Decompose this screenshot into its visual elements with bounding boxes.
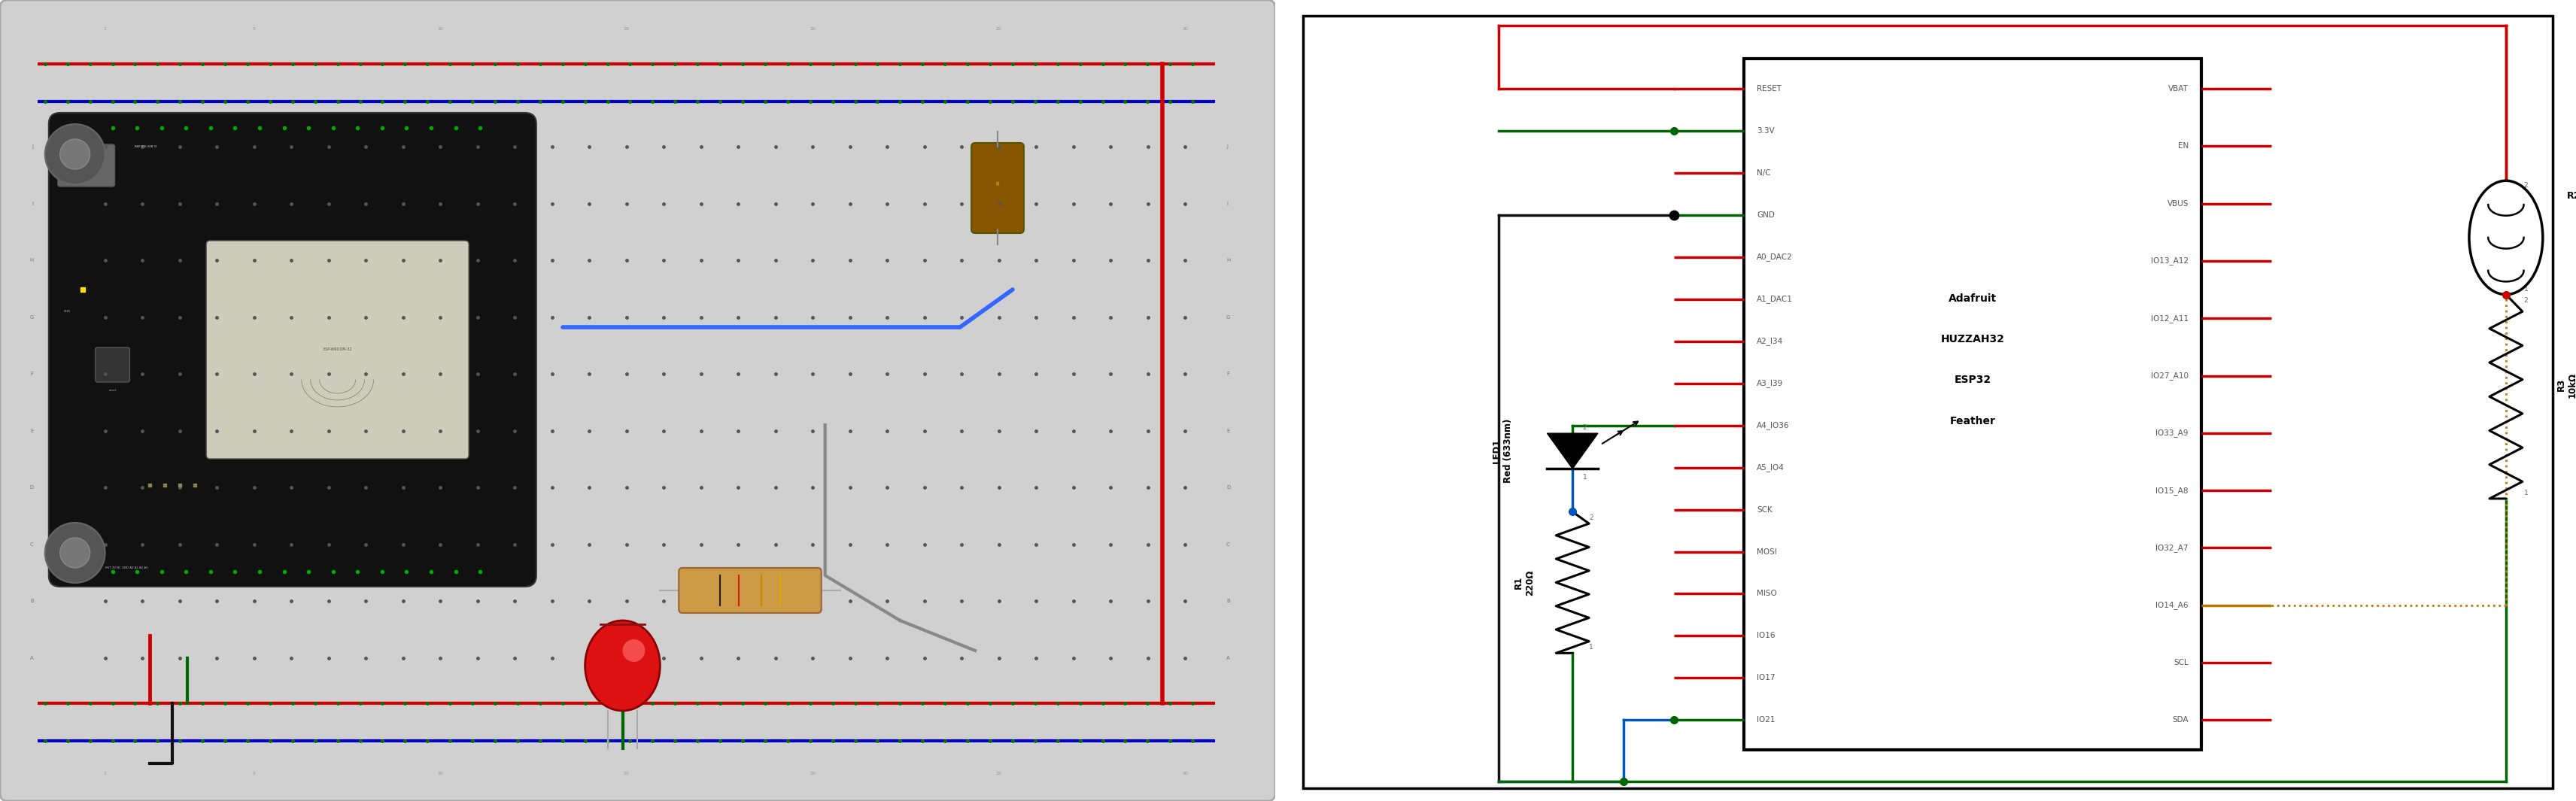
Text: 1: 1 bbox=[1582, 473, 1587, 481]
Text: IO17: IO17 bbox=[1757, 674, 1775, 682]
FancyBboxPatch shape bbox=[95, 348, 129, 382]
FancyBboxPatch shape bbox=[206, 240, 469, 459]
Text: SCL: SCL bbox=[2174, 659, 2190, 666]
Text: A0_DAC2: A0_DAC2 bbox=[1757, 253, 1793, 261]
Text: N/C: N/C bbox=[1757, 169, 1770, 177]
Text: A3_I39: A3_I39 bbox=[1757, 380, 1783, 388]
Text: Feather: Feather bbox=[1950, 416, 1996, 426]
FancyBboxPatch shape bbox=[971, 143, 1023, 233]
Text: 1: 1 bbox=[2524, 489, 2527, 496]
Text: A1_DAC1: A1_DAC1 bbox=[1757, 295, 1793, 304]
Text: F: F bbox=[31, 372, 33, 376]
Ellipse shape bbox=[2470, 181, 2543, 295]
Text: G: G bbox=[1226, 315, 1231, 320]
Text: IO16: IO16 bbox=[1757, 632, 1775, 639]
Circle shape bbox=[44, 124, 106, 184]
Text: 15: 15 bbox=[623, 27, 629, 30]
Text: 20: 20 bbox=[809, 27, 817, 30]
Text: 30: 30 bbox=[1182, 27, 1188, 30]
Text: IO12_A11: IO12_A11 bbox=[2151, 314, 2190, 323]
Text: RESET: RESET bbox=[1757, 85, 1783, 93]
Text: IO21: IO21 bbox=[1757, 716, 1775, 724]
Text: A5_IO4: A5_IO4 bbox=[1757, 464, 1785, 472]
Text: F: F bbox=[1226, 372, 1229, 376]
Circle shape bbox=[59, 139, 90, 169]
Text: ESP32: ESP32 bbox=[1955, 375, 1991, 385]
Text: R1
220Ω: R1 220Ω bbox=[1515, 570, 1535, 595]
Text: G: G bbox=[31, 315, 33, 320]
Text: 10: 10 bbox=[438, 27, 443, 30]
FancyBboxPatch shape bbox=[0, 0, 1275, 801]
Text: IO33_A9: IO33_A9 bbox=[2156, 429, 2190, 437]
Text: 25: 25 bbox=[997, 27, 1002, 30]
Text: 2: 2 bbox=[1582, 424, 1587, 431]
Text: VBAT: VBAT bbox=[2169, 85, 2190, 93]
Text: 10: 10 bbox=[438, 771, 443, 775]
Text: C: C bbox=[31, 542, 33, 547]
Text: CHG: CHG bbox=[64, 310, 72, 313]
Text: IO14_A6: IO14_A6 bbox=[2156, 601, 2190, 610]
Text: HUZZAH32: HUZZAH32 bbox=[1940, 334, 2004, 344]
Text: E: E bbox=[1226, 429, 1229, 433]
Text: 1: 1 bbox=[1589, 644, 1595, 650]
Text: reset: reset bbox=[108, 388, 116, 392]
Text: R3
10kΩ: R3 10kΩ bbox=[2555, 372, 2576, 397]
Text: BAT EN USB I3: BAT EN USB I3 bbox=[134, 145, 157, 148]
FancyBboxPatch shape bbox=[57, 144, 116, 187]
Text: E: E bbox=[31, 429, 33, 433]
Text: IO13_A12: IO13_A12 bbox=[2151, 257, 2190, 265]
Text: D: D bbox=[31, 485, 33, 490]
Bar bbox=[1744, 59, 2200, 750]
Text: 15: 15 bbox=[623, 771, 629, 775]
Text: RST 3V NC GND A0 A1 A2 A3: RST 3V NC GND A0 A1 A2 A3 bbox=[106, 566, 147, 570]
Text: MOSI: MOSI bbox=[1757, 548, 1777, 555]
Text: C: C bbox=[1226, 542, 1229, 547]
Text: VBUS: VBUS bbox=[2166, 200, 2190, 207]
Text: MISO: MISO bbox=[1757, 590, 1777, 598]
Ellipse shape bbox=[585, 621, 659, 710]
Text: B: B bbox=[31, 599, 33, 603]
Text: D: D bbox=[1226, 485, 1231, 490]
Text: IO15_A8: IO15_A8 bbox=[2156, 486, 2190, 494]
Text: 5: 5 bbox=[252, 771, 255, 775]
Text: 25: 25 bbox=[997, 771, 1002, 775]
Text: A: A bbox=[1226, 656, 1229, 660]
Circle shape bbox=[59, 537, 90, 568]
Text: 5: 5 bbox=[252, 27, 255, 30]
Text: GND: GND bbox=[1757, 211, 1775, 219]
Text: SDA: SDA bbox=[2172, 716, 2190, 724]
Text: 1: 1 bbox=[103, 771, 106, 775]
Text: A4_IO36: A4_IO36 bbox=[1757, 421, 1790, 429]
FancyBboxPatch shape bbox=[680, 568, 822, 613]
Text: 30: 30 bbox=[1182, 771, 1188, 775]
Text: 1: 1 bbox=[103, 27, 106, 30]
Text: A2_I34: A2_I34 bbox=[1757, 337, 1783, 345]
Ellipse shape bbox=[623, 639, 644, 662]
Text: R2: R2 bbox=[2566, 191, 2576, 200]
Text: 2: 2 bbox=[2524, 182, 2527, 188]
Circle shape bbox=[44, 523, 106, 583]
Text: SCK: SCK bbox=[1757, 506, 1772, 513]
Text: LED1
Red (633nm): LED1 Red (633nm) bbox=[1492, 419, 1512, 483]
Text: EN: EN bbox=[2177, 143, 2190, 150]
Text: 2: 2 bbox=[2524, 297, 2527, 304]
Text: IO27_A10: IO27_A10 bbox=[2151, 372, 2190, 380]
Text: 20: 20 bbox=[809, 771, 817, 775]
Polygon shape bbox=[1548, 433, 1597, 469]
Text: R: R bbox=[997, 182, 999, 187]
Text: IO32_A7: IO32_A7 bbox=[2156, 544, 2190, 552]
Text: 2: 2 bbox=[1589, 514, 1595, 521]
Text: B: B bbox=[1226, 599, 1229, 603]
Text: 1: 1 bbox=[2524, 286, 2527, 293]
FancyBboxPatch shape bbox=[49, 113, 536, 586]
Text: Adafruit: Adafruit bbox=[1947, 293, 1996, 304]
Text: 3.3V: 3.3V bbox=[1757, 127, 1775, 135]
Text: A: A bbox=[31, 656, 33, 660]
Text: ESP-WROOM-32: ESP-WROOM-32 bbox=[322, 348, 353, 352]
Text: H: H bbox=[31, 258, 33, 263]
Text: H: H bbox=[1226, 258, 1231, 263]
